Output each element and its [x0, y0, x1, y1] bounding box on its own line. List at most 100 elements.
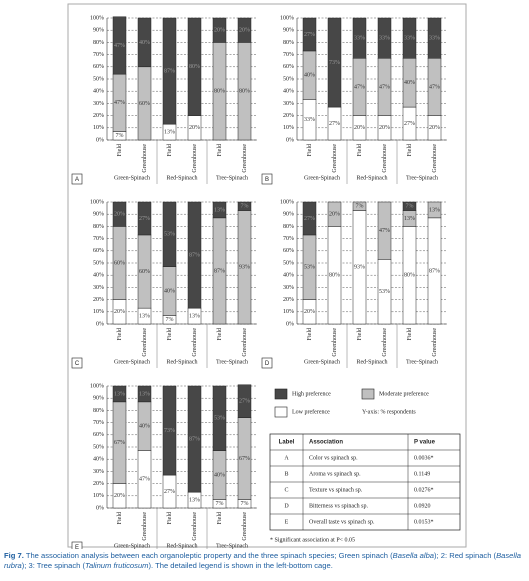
y-tick-label: 0% [96, 505, 104, 511]
data-label: 80% [189, 64, 200, 70]
x-tick-label: Greenhouse [382, 328, 388, 357]
legend-swatch [274, 406, 288, 418]
table-cell: Bitterness vs spinach sp. [309, 503, 368, 509]
y-tick-label: 30% [283, 101, 294, 107]
y-tick-label: 50% [93, 76, 104, 82]
data-label: 7% [166, 317, 174, 323]
x-tick-label: Greenhouse [192, 328, 198, 357]
y-tick-label: 20% [93, 113, 104, 119]
bar-segment [212, 201, 227, 219]
bar-segment [162, 17, 177, 125]
y-tick-label: 40% [93, 457, 104, 463]
y-tick-label: 0% [96, 321, 104, 327]
data-label: 47% [139, 477, 150, 483]
group-label: Tree-Spinach [406, 175, 438, 181]
x-tick-label: Field [357, 328, 363, 340]
legend-label: High preference [292, 390, 331, 397]
y-tick-label: 100% [280, 15, 294, 21]
y-tick-label: 60% [93, 248, 104, 254]
bar-segment [237, 201, 252, 211]
data-label: 73% [329, 60, 340, 66]
x-tick-label: Field [117, 512, 123, 524]
y-tick-label: 80% [93, 408, 104, 414]
x-tick-label: Field [217, 144, 223, 156]
data-label: 53% [164, 232, 175, 238]
bar-segment [402, 17, 417, 59]
data-label: 13% [214, 207, 225, 213]
y-tick-label: 20% [283, 113, 294, 119]
group-label: Red-Spinach [167, 359, 198, 365]
data-label: 93% [354, 265, 365, 271]
bar-segment [212, 385, 227, 451]
table-cell: 0.1149 [414, 471, 430, 477]
data-label: 7% [356, 204, 364, 210]
data-label: 20% [114, 212, 125, 218]
group-label: Green-Spinach [114, 175, 150, 181]
x-tick-label: Field [307, 328, 313, 340]
x-tick-label: Greenhouse [242, 512, 248, 541]
y-tick-label: 60% [283, 248, 294, 254]
y-tick-label: 90% [93, 212, 104, 218]
data-label: 40% [214, 472, 225, 478]
group-label: Green-Spinach [304, 359, 340, 365]
data-label: 27% [329, 121, 340, 127]
data-label: 40% [404, 80, 415, 86]
data-label: 87% [429, 268, 440, 274]
panel-label: B [265, 177, 269, 183]
data-label: 33% [429, 36, 440, 42]
y-tick-label: 10% [93, 493, 104, 499]
bar-segment [187, 17, 202, 116]
panel-label: E [75, 545, 79, 549]
table-cell: 0.0153* [414, 519, 434, 525]
y-tick-label: 10% [93, 125, 104, 131]
data-label: 60% [114, 260, 125, 266]
data-label: 33% [404, 36, 415, 42]
panel-label-box [71, 173, 83, 185]
bar-segment [112, 16, 127, 75]
data-label: 87% [214, 268, 225, 274]
data-label: 80% [214, 89, 225, 95]
data-label: 47% [379, 228, 390, 234]
y-tick-label: 20% [283, 297, 294, 303]
y-tick-label: 0% [286, 321, 294, 327]
y-tick-label: 10% [283, 309, 294, 315]
data-label: 60% [139, 101, 150, 107]
group-label: Red-Spinach [167, 175, 198, 181]
bar-segment [137, 385, 152, 403]
data-label: 73% [164, 428, 175, 434]
y-tick-label: 100% [280, 199, 294, 205]
table-cell: C [284, 487, 288, 493]
x-tick-label: Field [357, 144, 363, 156]
panel-label: C [75, 361, 80, 367]
x-tick-label: Greenhouse [142, 144, 148, 173]
y-tick-label: 80% [93, 224, 104, 230]
bar-segment [237, 384, 252, 418]
data-label: 27% [139, 216, 150, 222]
table-cell: Texture vs spinach sp. [309, 487, 363, 493]
bar-segment [112, 385, 127, 403]
group-label: Red-Spinach [357, 359, 388, 365]
data-label: 67% [114, 440, 125, 446]
group-label: Green-Spinach [304, 175, 340, 181]
bar-segment [427, 17, 442, 59]
table-cell: Color vs spinach sp. [309, 455, 358, 461]
data-label: 67% [239, 456, 250, 462]
data-label: 87% [189, 252, 200, 258]
caption: Fig 7. The association analysis between … [4, 551, 526, 571]
group-label: Tree-Spinach [216, 175, 248, 181]
data-label: 27% [404, 121, 415, 127]
x-tick-label: Greenhouse [142, 328, 148, 357]
data-label: 20% [214, 28, 225, 34]
y-tick-label: 80% [283, 224, 294, 230]
data-label: 53% [214, 416, 225, 422]
data-label: 20% [379, 125, 390, 131]
data-label: 27% [239, 399, 250, 405]
data-label: 40% [139, 424, 150, 430]
data-label: 47% [114, 43, 125, 49]
x-tick-label: Greenhouse [142, 512, 148, 541]
bar-segment [352, 201, 367, 211]
data-label: 20% [354, 125, 365, 131]
data-label: 20% [114, 309, 125, 315]
table-cell: B [284, 471, 288, 477]
